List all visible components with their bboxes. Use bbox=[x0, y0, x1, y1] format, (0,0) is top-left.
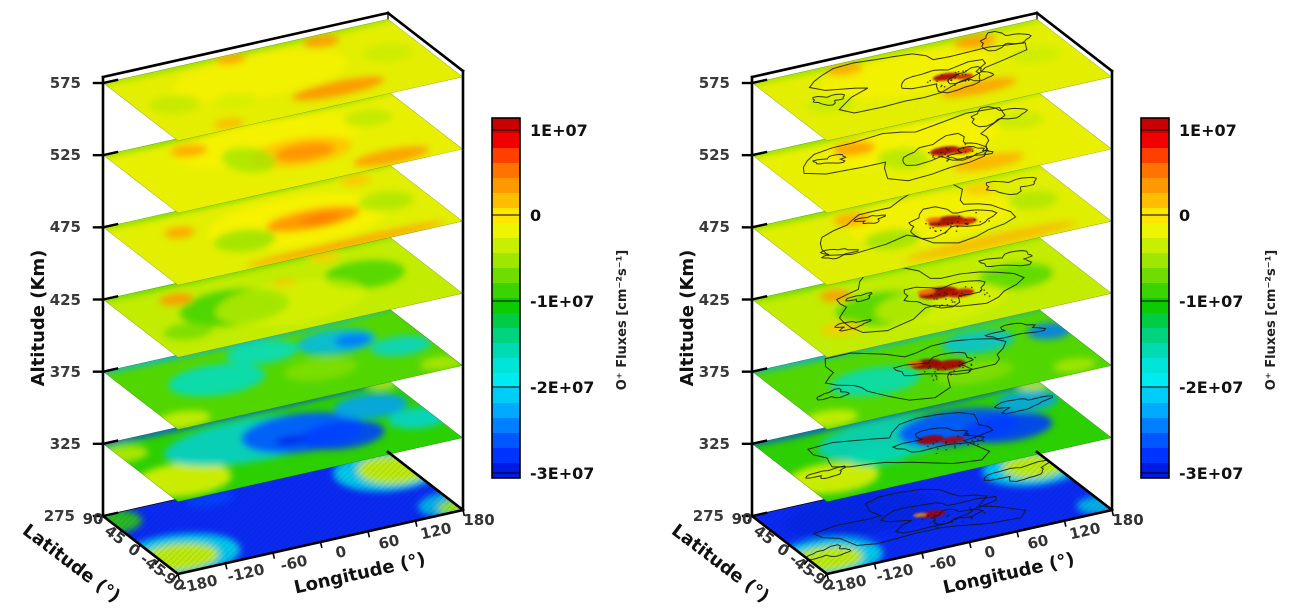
cbar-tick: -3E+07 bbox=[1179, 464, 1243, 483]
lon-tick: 120 bbox=[419, 519, 453, 543]
slice-425 bbox=[752, 235, 1112, 358]
right-longitude-tick-labels: -180 -120 -60 0 60 120 180 bbox=[828, 511, 1144, 597]
alt-tick: 375 bbox=[50, 363, 81, 381]
cbar-tick: 1E+07 bbox=[530, 121, 588, 140]
left-colorbar-labels: 1E+07 0 -1E+07 -2E+07 -3E+07 O⁺ Fluxes [… bbox=[530, 121, 630, 483]
slice-275 bbox=[752, 452, 1112, 574]
cbar-tick: -1E+07 bbox=[1179, 292, 1243, 311]
alt-tick: 425 bbox=[699, 291, 730, 309]
contour-overlay bbox=[778, 314, 1090, 419]
contour-overlay bbox=[783, 26, 1069, 118]
lon-tick: -120 bbox=[226, 560, 267, 586]
left-altitude-tick-labels: 575 525 475 425 375 325 275 bbox=[44, 74, 81, 525]
lon-tick: 0 bbox=[983, 542, 997, 562]
colorbar bbox=[1140, 117, 1170, 479]
right-x-axis-title: Longitude (°) bbox=[941, 549, 1076, 599]
lon-tick: 120 bbox=[1068, 519, 1102, 543]
cbar-tick: 0 bbox=[1179, 206, 1190, 225]
cbar-tick: -3E+07 bbox=[530, 464, 594, 483]
left-x-axis-title: Longitude (°) bbox=[292, 549, 427, 599]
alt-tick: 575 bbox=[699, 74, 730, 92]
lon-tick: -120 bbox=[875, 560, 916, 586]
alt-tick: 475 bbox=[699, 218, 730, 236]
alt-tick: 275 bbox=[693, 507, 724, 525]
lon-tick: 60 bbox=[377, 531, 401, 553]
alt-tick: 525 bbox=[699, 146, 730, 164]
alt-tick: 325 bbox=[50, 435, 81, 453]
alt-tick: 375 bbox=[699, 363, 730, 381]
alt-tick: 525 bbox=[50, 146, 81, 164]
lat-tick: 90 bbox=[83, 510, 104, 528]
cbar-tick: -2E+07 bbox=[1179, 378, 1243, 397]
right-altitude-tick-labels: 575 525 475 425 375 325 275 bbox=[693, 74, 730, 525]
lon-tick: 60 bbox=[1026, 531, 1050, 553]
cbar-tick: 1E+07 bbox=[1179, 121, 1237, 140]
slice-325 bbox=[752, 379, 1112, 502]
lon-tick: 180 bbox=[463, 511, 494, 529]
left-z-axis-title: Altitude (Km) bbox=[28, 250, 49, 387]
cbar-tick: 0 bbox=[530, 206, 541, 225]
panel-right-plot bbox=[741, 11, 1170, 581]
lon-tick: -180 bbox=[828, 571, 869, 597]
alt-tick: 575 bbox=[50, 74, 81, 92]
cbar-tick: -2E+07 bbox=[530, 378, 594, 397]
panel-left-plot bbox=[92, 11, 521, 581]
lon-tick: 0 bbox=[334, 542, 348, 562]
lon-tick: 180 bbox=[1112, 511, 1143, 529]
lon-tick: -180 bbox=[179, 571, 220, 597]
right-z-axis-title: Altitude (Km) bbox=[677, 250, 698, 387]
colorbar bbox=[491, 117, 521, 479]
left-colorbar-title: O⁺ Fluxes [cm⁻²s⁻¹] bbox=[615, 250, 630, 390]
contour-overlay bbox=[786, 239, 1075, 339]
right-colorbar-title: O⁺ Fluxes [cm⁻²s⁻¹] bbox=[1264, 250, 1279, 390]
contour-overlay bbox=[760, 459, 1100, 564]
alt-tick: 275 bbox=[44, 507, 75, 525]
contour-overlay bbox=[778, 100, 1071, 197]
lat-tick: 90 bbox=[732, 510, 753, 528]
alt-tick: 325 bbox=[699, 435, 730, 453]
slice-375 bbox=[752, 307, 1112, 430]
alt-tick: 425 bbox=[50, 291, 81, 309]
alt-tick: 475 bbox=[50, 218, 81, 236]
lon-tick: -60 bbox=[279, 551, 309, 574]
lon-tick: -60 bbox=[928, 551, 958, 574]
contour-overlay bbox=[771, 390, 1101, 495]
right-colorbar-labels: 1E+07 0 -1E+07 -2E+07 -3E+07 O⁺ Fluxes [… bbox=[1179, 121, 1279, 483]
cbar-tick: -1E+07 bbox=[530, 292, 594, 311]
